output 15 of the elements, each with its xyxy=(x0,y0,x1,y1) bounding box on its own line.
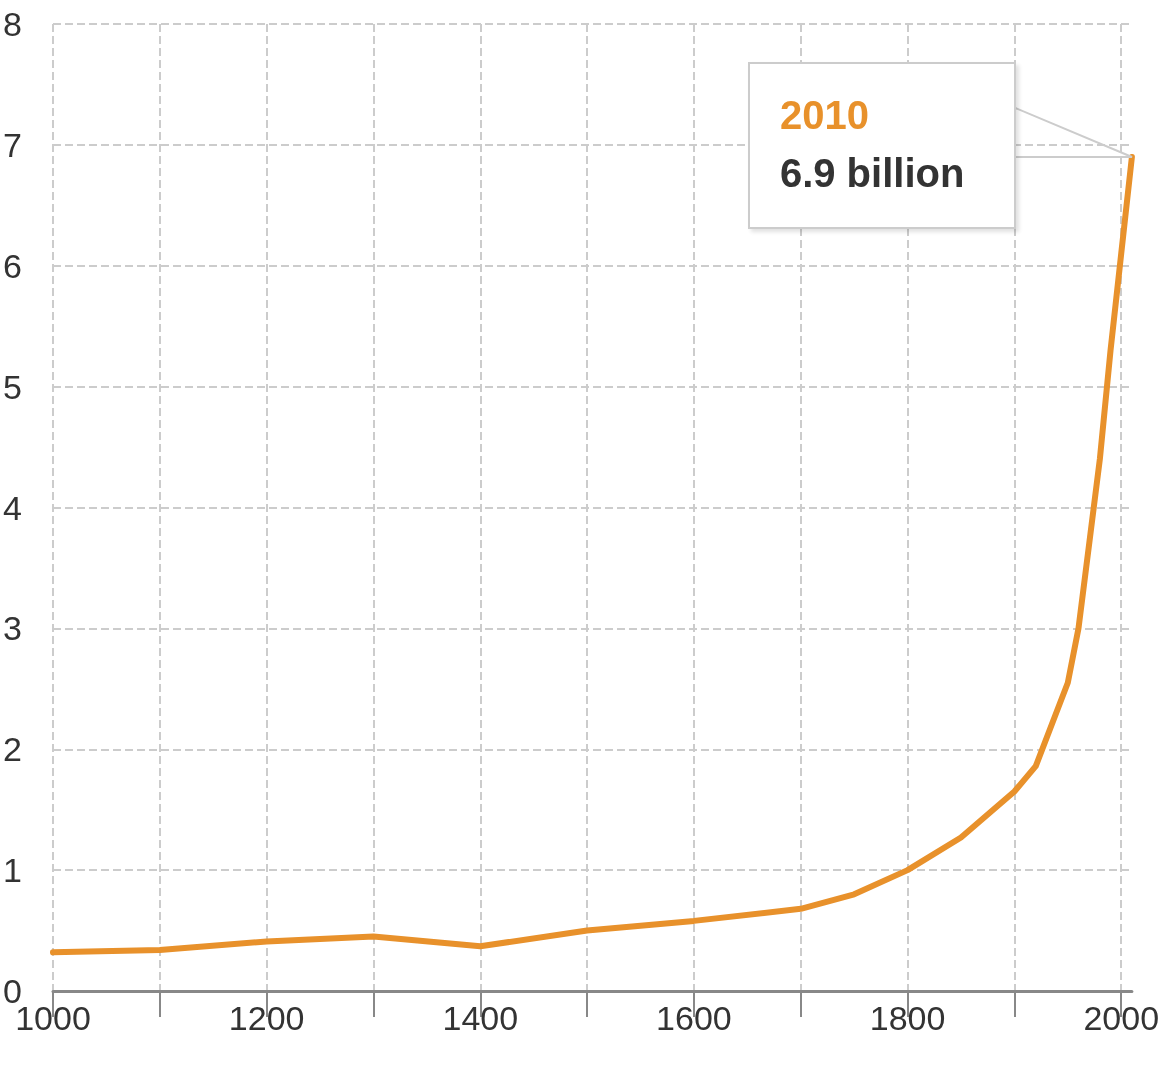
y-tick-label: 7 xyxy=(3,125,22,164)
y-tick-label: 3 xyxy=(3,609,22,648)
x-tick-label: 1600 xyxy=(656,999,732,1037)
y-tick-label: 2 xyxy=(3,730,22,769)
y-tick-label: 4 xyxy=(3,488,22,527)
x-tick-label: 1400 xyxy=(442,999,519,1037)
x-tick-label: 1200 xyxy=(228,999,305,1037)
y-tick-label: 5 xyxy=(3,367,22,406)
y-tick-label: 1 xyxy=(3,851,22,890)
y-tick-label: 8 xyxy=(3,5,22,43)
x-tick-label: 1800 xyxy=(869,999,946,1037)
annotation: 6.9 billion xyxy=(779,149,966,197)
x-tick-label: 2000 xyxy=(1083,999,1160,1037)
y-tick-label: 6 xyxy=(3,246,22,285)
annotation: 2010 xyxy=(779,91,870,139)
